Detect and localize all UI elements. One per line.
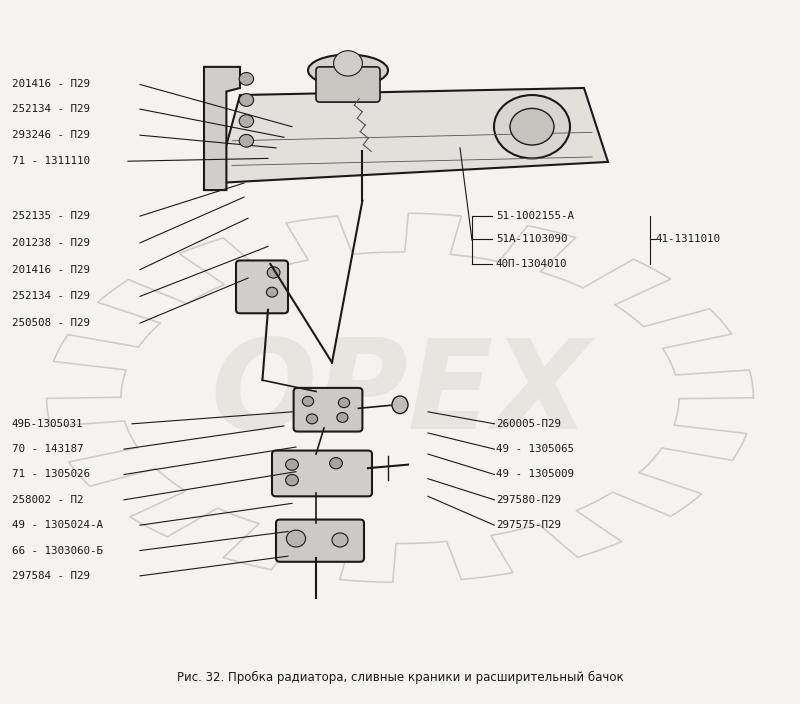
Text: 201416 - П29: 201416 - П29 [12, 80, 90, 89]
Circle shape [332, 533, 348, 547]
Circle shape [334, 51, 362, 76]
Circle shape [286, 474, 298, 486]
Circle shape [266, 287, 278, 297]
Circle shape [306, 414, 318, 424]
Circle shape [338, 398, 350, 408]
Circle shape [286, 459, 298, 470]
Text: 49 - 1305009: 49 - 1305009 [496, 470, 574, 479]
Text: 71 - 1311110: 71 - 1311110 [12, 156, 90, 166]
Polygon shape [216, 88, 608, 183]
Text: 297580-П29: 297580-П29 [496, 495, 561, 505]
Text: 40П-1304010: 40П-1304010 [496, 259, 567, 269]
Text: 49Б-1305031: 49Б-1305031 [12, 419, 83, 429]
Text: 293246 - П29: 293246 - П29 [12, 130, 90, 140]
Ellipse shape [494, 95, 570, 158]
Text: 201416 - П29: 201416 - П29 [12, 265, 90, 275]
Text: Рис. 32. Пробка радиатора, сливные краники и расширительный бачок: Рис. 32. Пробка радиатора, сливные крани… [177, 671, 623, 684]
Ellipse shape [392, 396, 408, 414]
Text: 297575-П29: 297575-П29 [496, 520, 561, 530]
Circle shape [239, 73, 254, 85]
FancyBboxPatch shape [236, 260, 288, 313]
Text: 66 - 1303060-Б: 66 - 1303060-Б [12, 546, 103, 555]
Text: 260005-П29: 260005-П29 [496, 419, 561, 429]
Text: 41-1311010: 41-1311010 [656, 234, 721, 244]
Text: 201238 - П29: 201238 - П29 [12, 238, 90, 248]
Circle shape [330, 458, 342, 469]
Text: 297584 - П29: 297584 - П29 [12, 571, 90, 581]
Text: OPEX: OPEX [210, 334, 590, 455]
Text: 252134 - П29: 252134 - П29 [12, 104, 90, 114]
Text: 70 - 143187: 70 - 143187 [12, 444, 83, 454]
Text: 51А-1103090: 51А-1103090 [496, 234, 567, 244]
Circle shape [302, 396, 314, 406]
Polygon shape [204, 67, 240, 190]
Ellipse shape [308, 54, 388, 86]
Circle shape [239, 134, 254, 147]
Circle shape [239, 94, 254, 106]
FancyBboxPatch shape [272, 451, 372, 496]
FancyBboxPatch shape [294, 388, 362, 432]
Text: 71 - 1305026: 71 - 1305026 [12, 470, 90, 479]
Text: 252135 - П29: 252135 - П29 [12, 211, 90, 221]
FancyBboxPatch shape [316, 67, 380, 102]
Circle shape [267, 267, 280, 278]
Text: 258002 - П2: 258002 - П2 [12, 495, 83, 505]
Text: 250508 - П29: 250508 - П29 [12, 318, 90, 328]
Circle shape [239, 115, 254, 127]
Text: 49 - 1305065: 49 - 1305065 [496, 444, 574, 454]
Circle shape [286, 530, 306, 547]
Circle shape [337, 413, 348, 422]
Text: 252134 - П29: 252134 - П29 [12, 291, 90, 301]
Text: 51-1002155-А: 51-1002155-А [496, 211, 574, 221]
Ellipse shape [510, 108, 554, 145]
Text: 49 - 1305024-А: 49 - 1305024-А [12, 520, 103, 530]
FancyBboxPatch shape [276, 520, 364, 562]
